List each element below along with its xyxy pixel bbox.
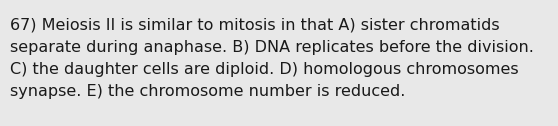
Text: synapse. E) the chromosome number is reduced.: synapse. E) the chromosome number is red… [10,84,405,99]
Text: separate during anaphase. B) DNA replicates before the division.: separate during anaphase. B) DNA replica… [10,40,534,55]
Text: 67) Meiosis II is similar to mitosis in that A) sister chromatids: 67) Meiosis II is similar to mitosis in … [10,18,499,33]
Text: C) the daughter cells are diploid. D) homologous chromosomes: C) the daughter cells are diploid. D) ho… [10,62,518,77]
